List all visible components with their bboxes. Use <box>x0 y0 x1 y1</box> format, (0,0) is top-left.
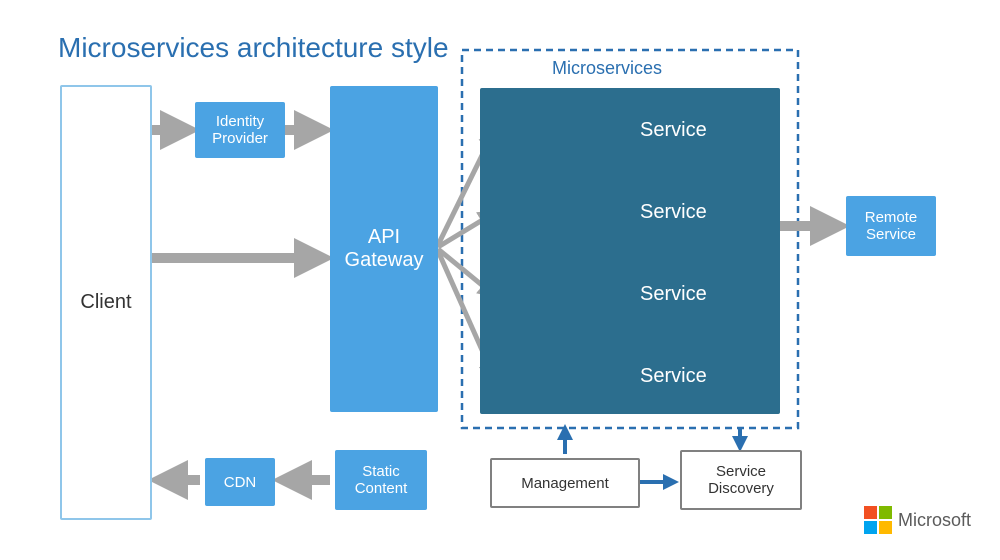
service-label: Service <box>640 365 707 388</box>
service-label: Service <box>640 201 707 224</box>
api-box: API Gateway <box>330 86 438 412</box>
service-label: Service <box>640 283 707 306</box>
client-box: Client <box>60 85 152 520</box>
logo-square <box>864 521 877 534</box>
identity-box: Identity Provider <box>195 102 285 158</box>
microsoft-logo: Microsoft <box>864 506 971 534</box>
cdn-box: CDN <box>205 458 275 506</box>
microsoft-logo-icon <box>864 506 892 534</box>
logo-square <box>879 521 892 534</box>
microservices-title: Microservices <box>552 58 662 79</box>
static-box: Static Content <box>335 450 427 510</box>
logo-square <box>879 506 892 519</box>
microsoft-logo-text: Microsoft <box>898 510 971 531</box>
discovery-box: Service Discovery <box>680 450 802 510</box>
mgmt-box: Management <box>490 458 640 508</box>
microservices-panel <box>480 88 780 414</box>
logo-square <box>864 506 877 519</box>
remote-box: Remote Service <box>846 196 936 256</box>
diagram-title: Microservices architecture style <box>58 32 449 64</box>
service-label: Service <box>640 119 707 142</box>
